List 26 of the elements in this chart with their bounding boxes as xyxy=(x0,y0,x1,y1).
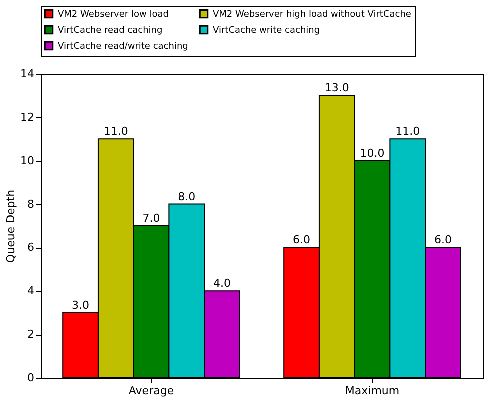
y-tick-label: 10 xyxy=(20,154,34,168)
data-label: 8.0 xyxy=(178,190,196,204)
data-label: 3.0 xyxy=(72,298,90,312)
legend-label: VM2 Webserver low load xyxy=(58,10,169,20)
data-label: 6.0 xyxy=(293,234,311,247)
data-label: 11.0 xyxy=(104,125,128,138)
legend-label: VirtCache write caching xyxy=(213,26,320,36)
y-tick-label: 12 xyxy=(20,110,34,124)
y-tick-label: 6 xyxy=(28,241,34,254)
y-tick-label: 0 xyxy=(28,372,34,384)
x-tick-label: Average xyxy=(128,384,174,398)
legend-label: VirtCache read caching xyxy=(58,26,163,36)
x-tick-label: Maximum xyxy=(345,384,400,398)
y-tick-label: 14 xyxy=(20,68,34,80)
data-label: 4.0 xyxy=(213,277,231,290)
legend-label: VirtCache read/write caching xyxy=(58,42,188,52)
y-axis-title: Queue Depth xyxy=(4,190,18,264)
data-label: 13.0 xyxy=(324,82,350,95)
data-label: 11.0 xyxy=(396,125,420,138)
data-label: 7.0 xyxy=(142,212,160,225)
y-tick-label: 2 xyxy=(28,328,34,342)
data-label: 10.0 xyxy=(360,146,385,160)
y-tick-label: 8 xyxy=(28,198,34,211)
y-tick-label: 4 xyxy=(28,284,34,298)
data-label: 6.0 xyxy=(434,234,452,247)
legend-label: VM2 Webserver high load without VirtCache xyxy=(213,10,412,20)
